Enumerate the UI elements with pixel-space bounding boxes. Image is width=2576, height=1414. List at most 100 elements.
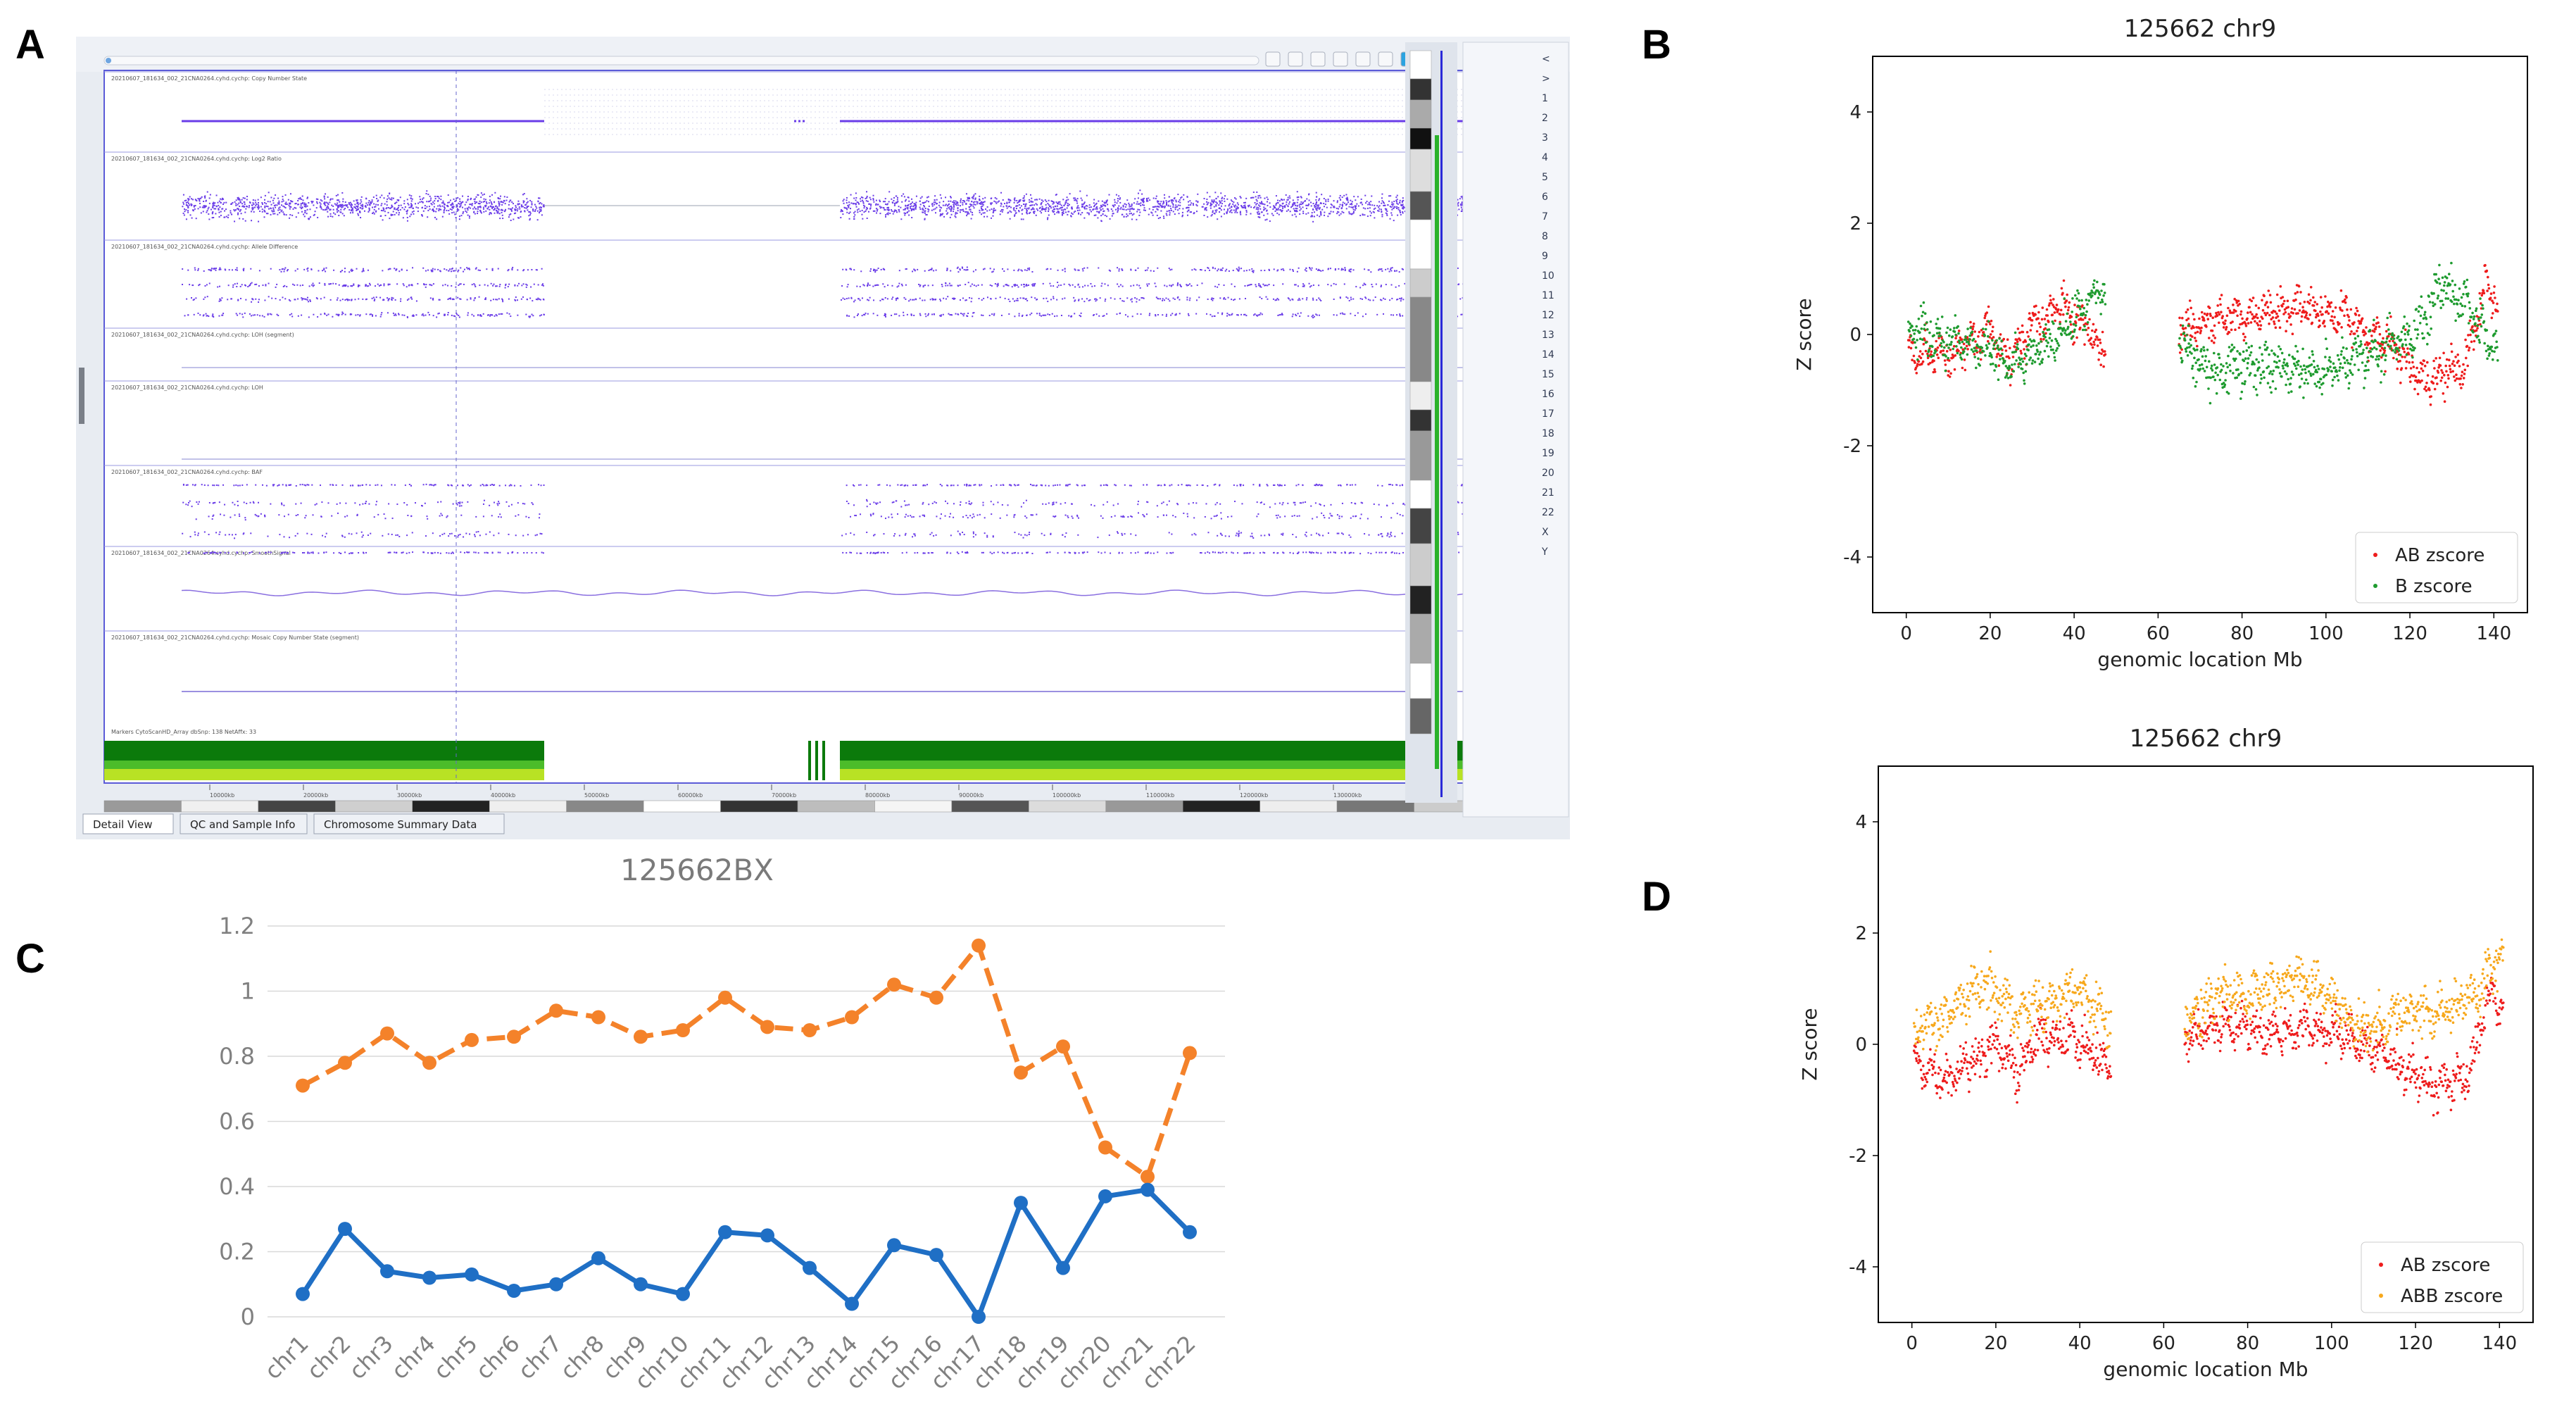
- data-point: [1292, 199, 1294, 201]
- data-point: [1370, 201, 1372, 203]
- data-point: [485, 210, 487, 212]
- data-point: [919, 206, 921, 208]
- data-point: [1366, 201, 1368, 203]
- data-point: [993, 268, 995, 270]
- data-point: [867, 299, 869, 301]
- data-point: [886, 213, 888, 215]
- data-point: [456, 484, 458, 487]
- data-point: [1083, 301, 1086, 303]
- data-point: [486, 268, 488, 270]
- data-point: [427, 311, 429, 313]
- data-point: [199, 314, 201, 316]
- data-point: [852, 484, 854, 486]
- data-point: [194, 267, 196, 269]
- data-point: [218, 484, 220, 487]
- data-point: [1013, 201, 1015, 204]
- data-point: [935, 269, 937, 271]
- data-point: [884, 201, 886, 203]
- data-point: [454, 213, 456, 215]
- data-point: [1034, 199, 1036, 201]
- data-point: [1164, 484, 1166, 487]
- data-point: [1223, 208, 1225, 211]
- data-point: [324, 204, 326, 206]
- data-point: [264, 194, 266, 196]
- zoom-reset-icon[interactable]: [1378, 51, 1393, 67]
- data-point: [1220, 192, 1222, 194]
- zoom-fit-icon[interactable]: [1333, 51, 1348, 67]
- data-point: [1175, 201, 1177, 203]
- data-point: [1041, 209, 1043, 211]
- data-point: [1000, 203, 1003, 205]
- data-point: [303, 213, 305, 215]
- zoom-out-icon[interactable]: [1310, 51, 1326, 67]
- data-point: [1165, 213, 1167, 215]
- data-point: [429, 284, 432, 286]
- data-point: [270, 213, 272, 215]
- data-point: [467, 501, 469, 503]
- data-point: [1006, 201, 1008, 204]
- data-point: [1066, 207, 1068, 209]
- scroll-thumb-left-icon[interactable]: [106, 58, 111, 63]
- data-point: [1048, 208, 1050, 211]
- data-point: [1098, 267, 1100, 269]
- data-point: [1050, 207, 1052, 209]
- data-point: [877, 314, 879, 316]
- data-point: [1355, 205, 1357, 207]
- data-point: [421, 215, 423, 217]
- data-point: [971, 297, 973, 299]
- data-point: [1048, 484, 1050, 487]
- data-point: [1268, 284, 1270, 286]
- data-point: [377, 200, 379, 202]
- data-point: [297, 212, 299, 214]
- data-point: [530, 286, 532, 288]
- data-point: [875, 199, 877, 201]
- data-point: [889, 484, 891, 487]
- data-point: [1254, 206, 1256, 208]
- data-point: [1163, 194, 1165, 196]
- data-point: [396, 268, 398, 270]
- data-point: [479, 206, 482, 208]
- lock-icon[interactable]: [1265, 51, 1281, 67]
- zoom-in-icon[interactable]: [1355, 51, 1371, 67]
- data-point: [403, 284, 405, 287]
- data-point: [981, 209, 983, 211]
- data-point: [1355, 286, 1357, 288]
- data-point: [191, 506, 193, 508]
- data-point: [1254, 313, 1256, 315]
- data-point: [876, 210, 878, 212]
- data-point: [317, 198, 319, 200]
- data-point: [444, 314, 446, 316]
- data-point: [1310, 284, 1312, 287]
- data-point: [1083, 484, 1085, 487]
- data-point: [200, 212, 202, 214]
- data-point: [400, 204, 402, 206]
- data-point: [1314, 204, 1316, 206]
- data-point: [1276, 299, 1278, 301]
- data-point: [473, 299, 475, 301]
- data-point: [433, 484, 435, 487]
- data-point: [1103, 210, 1105, 212]
- data-point: [199, 203, 201, 205]
- data-point: [1226, 210, 1229, 212]
- data-point: [877, 284, 879, 286]
- data-point: [1188, 299, 1190, 301]
- data-point: [952, 297, 954, 299]
- data-point: [939, 299, 941, 301]
- data-point: [215, 213, 217, 215]
- data-point: [431, 484, 433, 486]
- data-point: [1024, 204, 1026, 206]
- data-point: [450, 204, 452, 206]
- scroll-bar-top[interactable]: [103, 56, 1259, 65]
- data-point: [1193, 204, 1195, 206]
- data-point: [1248, 206, 1250, 208]
- cursor-icon[interactable]: [1288, 51, 1303, 67]
- data-point: [1285, 194, 1287, 196]
- data-point: [1291, 214, 1293, 216]
- data-point: [493, 201, 495, 204]
- data-point: [395, 208, 397, 211]
- data-point: [1402, 204, 1404, 206]
- data-point: [856, 285, 858, 287]
- data-point: [1297, 285, 1299, 287]
- data-point: [495, 313, 497, 315]
- data-point: [854, 203, 856, 205]
